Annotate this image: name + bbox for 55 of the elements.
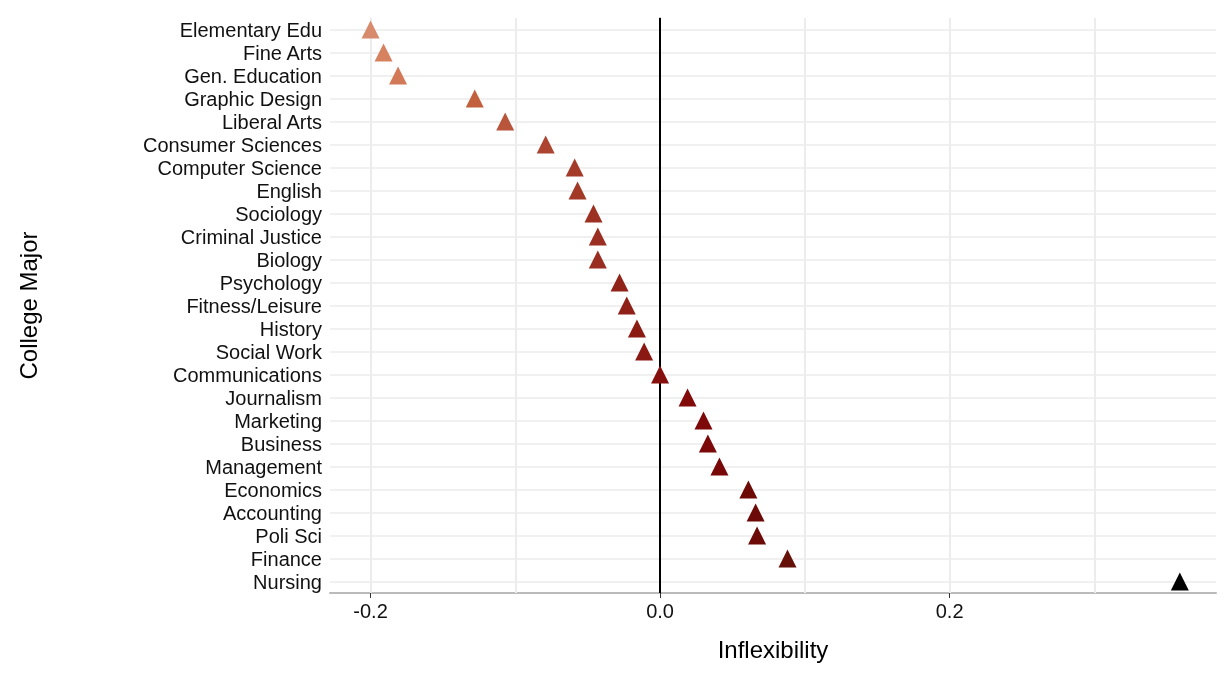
y-tick-label: Gen. Education <box>184 64 322 87</box>
point <box>389 66 408 85</box>
y-tick-label: Biology <box>256 248 322 271</box>
y-tick-label: Communications <box>173 363 322 386</box>
y-tick-label: Social Work <box>215 340 323 363</box>
point <box>651 365 670 384</box>
y-tick-label: Nursing <box>253 570 322 593</box>
y-tick-label: Consumer Sciences <box>143 133 322 156</box>
y-tick-label: Marketing <box>234 409 322 432</box>
y-tick-label: Graphic Design <box>184 87 322 110</box>
x-axis-title: Inflexibility <box>717 635 829 663</box>
y-tick-label: Management <box>205 455 323 478</box>
y-tick-label: Finance <box>250 547 322 570</box>
point <box>588 227 607 246</box>
y-tick-label: Economics <box>224 478 322 501</box>
x-tick-label: 0.2 <box>935 600 964 622</box>
point <box>588 250 607 269</box>
y-tick-label: History <box>259 317 322 340</box>
y-tick-label: Journalism <box>225 386 322 409</box>
y-tick-label: Liberal Arts <box>221 110 322 133</box>
point <box>374 43 393 62</box>
x-tick-label: 0.0 <box>646 600 674 622</box>
point <box>610 273 629 292</box>
point <box>739 480 758 499</box>
point <box>778 549 797 568</box>
point <box>536 135 555 154</box>
point <box>617 296 636 315</box>
y-tick-label: Elementary Edu <box>179 18 322 41</box>
point <box>565 158 584 177</box>
x-tick-label: -0.2 <box>353 600 388 622</box>
y-tick-label: Psychology <box>219 271 322 294</box>
point <box>568 181 587 200</box>
point <box>496 112 515 131</box>
point <box>361 20 380 39</box>
y-tick-label: Business <box>240 432 322 455</box>
y-tick-label: Accounting <box>223 501 322 524</box>
point <box>635 342 654 361</box>
y-tick-label: Poli Sci <box>255 524 322 547</box>
point <box>698 434 717 453</box>
y-axis-title: College Major <box>14 231 42 380</box>
y-tick-label: English <box>256 179 322 202</box>
point <box>710 457 729 476</box>
y-tick-label: Fitness/Leisure <box>186 294 322 317</box>
point <box>694 411 713 430</box>
y-tick-label: Computer Science <box>157 156 322 179</box>
y-tick-label: Criminal Justice <box>180 225 322 248</box>
y-tick-label: Sociology <box>235 202 322 225</box>
point <box>1170 572 1189 591</box>
point <box>627 319 646 338</box>
point <box>748 526 767 545</box>
point <box>678 388 697 407</box>
point <box>465 89 484 108</box>
point <box>746 503 765 522</box>
point <box>584 204 603 223</box>
y-tick-label: Fine Arts <box>243 41 322 64</box>
